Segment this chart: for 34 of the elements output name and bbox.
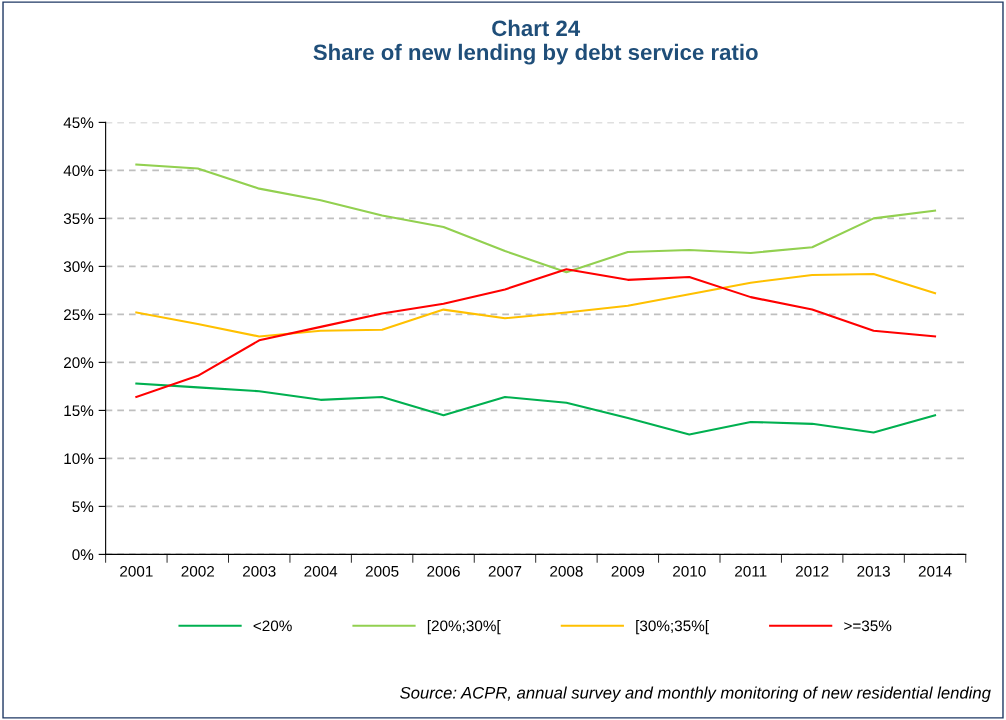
x-tick-label: 2008 — [550, 565, 583, 577]
x-tick-label: 2014 — [918, 565, 952, 577]
x-tick-label: 2012 — [795, 565, 829, 577]
line-series — [135, 163, 937, 274]
y-tick-label: 20% — [64, 357, 94, 369]
x-tick-label: 2001 — [120, 565, 153, 577]
line-series — [135, 273, 937, 338]
x-tick-label: 2010 — [673, 565, 706, 577]
y-tick-label: 25% — [64, 309, 94, 321]
x-tick-label: 2011 — [735, 565, 767, 577]
y-tick-label: 40% — [63, 165, 94, 177]
legend-label: >=35% — [844, 620, 892, 632]
legend-label: <20% — [253, 620, 292, 632]
x-tick-label: 2007 — [488, 565, 522, 577]
y-tick-label: 30% — [63, 261, 94, 273]
y-tick-label: 5% — [72, 501, 94, 513]
y-tick-label: 35% — [63, 213, 94, 225]
source-note: Source: ACPR, annual survey and monthly monitoring of new residential lending — [400, 686, 991, 702]
x-tick-label: 2013 — [857, 565, 890, 577]
x-tick-label: 2009 — [611, 565, 645, 577]
x-tick-label: 2002 — [181, 565, 215, 577]
chart-title: Chart 24 Share of new lending by debt service ratio — [313, 19, 758, 65]
x-tick-label: 2003 — [243, 565, 276, 577]
y-tick-label: 15% — [64, 405, 94, 417]
line-series — [135, 268, 937, 398]
y-tick-label: 0% — [72, 549, 94, 561]
x-tick-label: 2005 — [365, 565, 399, 577]
legend-label: [30%;35%[ — [636, 619, 709, 635]
line-series — [135, 382, 937, 436]
y-tick-label: 10% — [64, 453, 94, 465]
y-tick-label: 45% — [63, 117, 94, 129]
x-tick-label: 2006 — [427, 565, 460, 577]
x-tick-label: 2004 — [304, 565, 338, 577]
legend-label: [20%;30%[ — [427, 619, 501, 635]
